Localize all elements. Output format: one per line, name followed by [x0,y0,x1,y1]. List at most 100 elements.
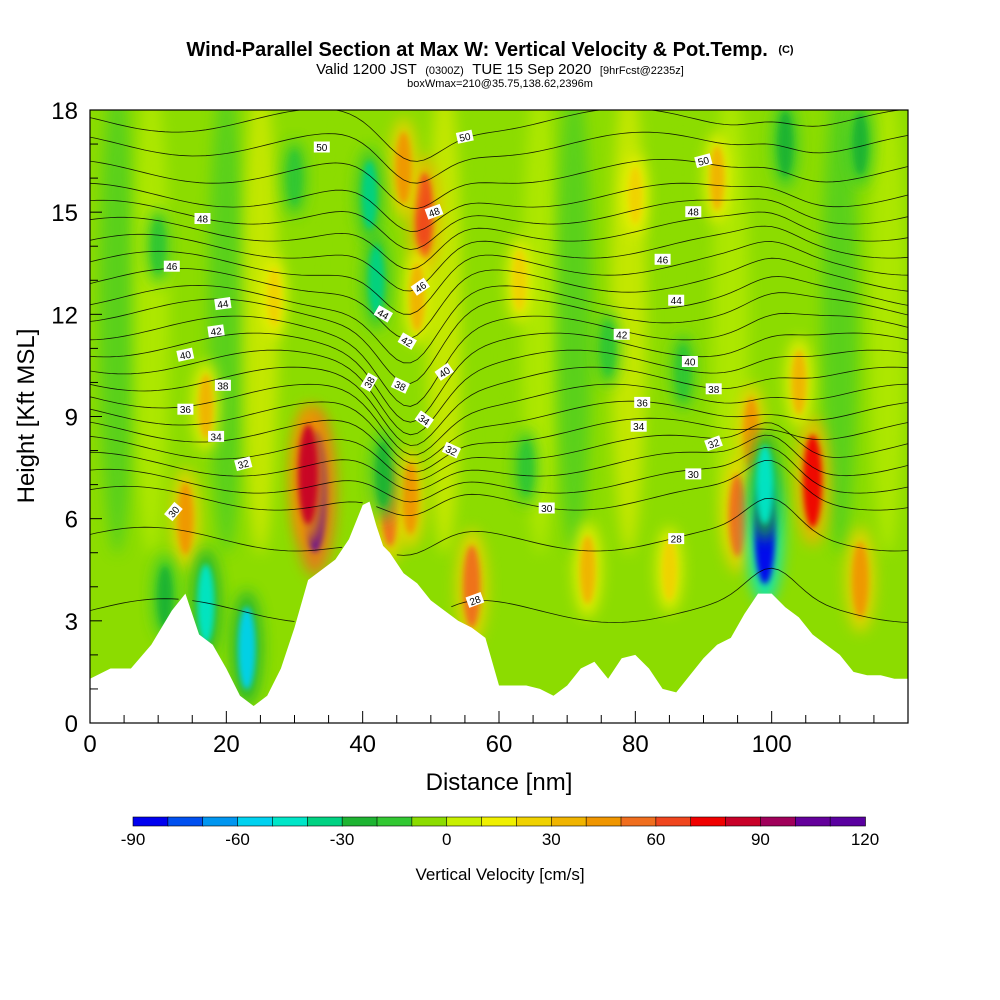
colorbar-swatch [794,816,831,827]
field-stripe [869,110,906,555]
x-axis-label: Distance [nm] [426,769,573,796]
x-tick-label: 100 [752,731,792,758]
colorbar-tick-label: 90 [751,830,770,849]
svg-text:34: 34 [633,422,645,433]
chart-title-text: Wind-Parallel Section at Max W: Vertical… [186,39,767,61]
w-cell [177,482,194,555]
svg-text:40: 40 [684,358,696,369]
w-cell [375,441,391,507]
svg-text:38: 38 [217,381,229,392]
contour-label: 30 [538,502,555,515]
x-axis: 0 20 40 60 80 100 [83,711,909,758]
isentropes [90,110,908,623]
svg-text:38: 38 [708,385,720,396]
contour-label: 40 [681,356,698,369]
svg-text:42: 42 [399,335,415,350]
svg-text:46: 46 [657,255,669,266]
w-cell [157,566,173,628]
y-tick-label: 12 [51,302,78,329]
colorbar-tick-label: -60 [225,830,250,849]
field-stripe [821,110,858,555]
w-cell [287,150,302,206]
y-tick-label: 0 [65,711,78,738]
w-cell [415,172,434,259]
isentrope-line [90,497,908,556]
x-tick-label: 0 [83,731,96,758]
w-cell [756,445,774,525]
contour-label: 38 [705,383,722,396]
w-cell [409,263,425,332]
contour-label: 44 [214,297,232,311]
svg-text:32: 32 [444,444,459,459]
colorbar-swatch [690,816,727,827]
w-cell [361,160,378,230]
field-stripe [99,110,136,555]
w-cell [395,131,412,204]
w-cell [853,113,868,175]
colorbar-swatch [760,816,797,827]
colorbar: -90 -60 -30 0 30 60 90 120 [121,816,879,849]
colorbar-swatch [376,816,413,827]
y-axis: 0 3 6 9 12 15 18 [51,98,102,738]
contour-label: 50 [694,153,713,169]
contour-labels: 50 48 46 44 42 40 38 36 34 32 30 50 48 46 44 42 40 38 38 34… [163,129,723,608]
contour-label: 36 [634,396,651,409]
isentrope-line [90,182,908,232]
contour-label: 48 [194,213,211,226]
contour-label: 44 [668,294,685,307]
isentrope-line [90,276,908,364]
w-cell [852,542,869,618]
contour-label: 46 [163,260,180,273]
w-cell [728,474,747,557]
w-cell [579,535,596,604]
contour-label: 34 [414,410,434,429]
colorbar-swatch [202,816,239,827]
w-cell [676,344,690,400]
colorbar-swatch [655,816,692,827]
isentrope-line [90,366,908,446]
w-cell [777,111,793,177]
w-cell [197,564,215,644]
field-stripe [467,110,504,555]
isentrope-line [90,110,904,162]
colorbar-swatch [620,816,657,827]
svg-text:36: 36 [637,398,649,409]
svg-text:44: 44 [671,296,683,307]
svg-text:28: 28 [468,594,483,608]
contour-label: 34 [630,420,647,433]
contour-label: 38 [360,372,378,392]
colorbar-label: Vertical Velocity [cm/s] [415,865,584,884]
y-axis-label: Height [Kft MSL] [13,329,40,504]
y-tick-label: 15 [51,200,78,227]
subtitle-fcst: [9hrFcst@2235z] [600,65,684,77]
isentrope-line [90,383,908,456]
colorbar-swatch [446,816,483,827]
svg-text:44: 44 [375,308,391,323]
x-tick-label: 60 [486,731,513,758]
subtitle-date: TUE 15 Sep 2020 [472,61,591,78]
svg-text:48: 48 [688,208,700,219]
svg-text:30: 30 [541,504,553,515]
x-tick-label: 20 [213,731,240,758]
w-cell [238,606,256,690]
isentrope-line [90,312,908,407]
isentrope-line [90,422,908,481]
isentrope-line [90,349,908,436]
w-cell [519,440,534,495]
contour-label: 38 [390,376,410,394]
contour-label: 44 [373,305,394,323]
svg-text:42: 42 [616,330,628,341]
isentrope-line [90,211,908,270]
colorbar-swatch [341,816,378,827]
colorbar-swatch [167,816,204,827]
svg-text:40: 40 [179,350,193,363]
w-cell [298,424,319,525]
colorbar-tick-label: 30 [542,830,561,849]
chart-title: Wind-Parallel Section at Max W: Vertical… [186,39,794,61]
colorbar-swatch [132,816,169,827]
contour-label: 42 [397,332,417,350]
w-cell [368,244,385,317]
chart-subtitle-2: boxWmax=210@35.75,138.62,2396m [407,78,593,90]
colorbar-swatch [306,816,343,827]
